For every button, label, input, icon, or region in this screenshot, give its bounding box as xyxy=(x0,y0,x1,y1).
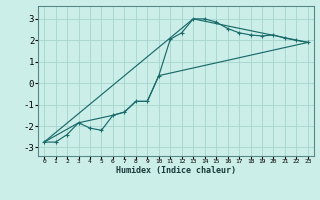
X-axis label: Humidex (Indice chaleur): Humidex (Indice chaleur) xyxy=(116,166,236,175)
